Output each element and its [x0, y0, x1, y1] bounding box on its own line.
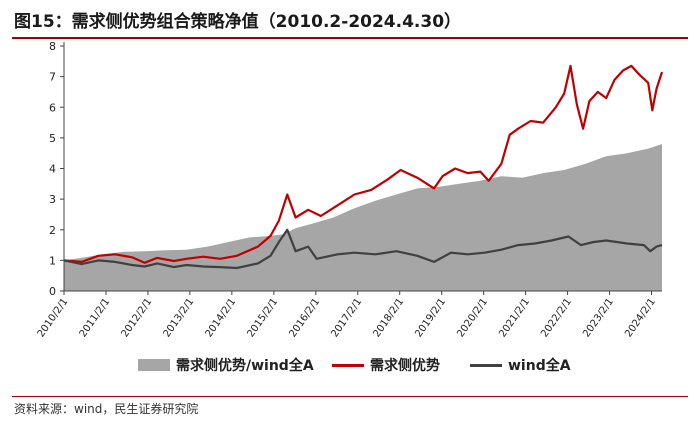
x-tick-label-14: 2024/2/1 — [623, 296, 658, 339]
legend-item-strategy: 需求侧优势 — [332, 355, 440, 375]
legend-item-area: 需求侧优势/wind全A — [138, 355, 314, 375]
x-tick-label-9: 2019/2/1 — [413, 296, 448, 339]
x-tick-label-6: 2016/2/1 — [287, 296, 322, 339]
x-tick-label-4: 2014/2/1 — [204, 296, 239, 339]
x-tick-label-12: 2022/2/1 — [539, 296, 574, 339]
legend-swatch-area — [138, 359, 170, 371]
legend-swatch-benchmark — [470, 363, 502, 367]
y-tick-label-1: 1 — [49, 254, 56, 267]
x-tick-label-7: 2017/2/1 — [329, 296, 364, 339]
legend: 需求侧优势/wind全A 需求侧优势 wind全A — [0, 355, 700, 379]
legend-label-strategy: 需求侧优势 — [370, 358, 440, 374]
x-tick-label-1: 2011/2/1 — [78, 296, 113, 339]
figure-title: 图15：需求侧优势组合策略净值（2010.2-2024.4.30） — [14, 12, 462, 32]
x-tick-label-8: 2018/2/1 — [371, 296, 406, 339]
y-tick-label-6: 6 — [49, 101, 56, 114]
legend-label-benchmark: wind全A — [508, 358, 571, 374]
title-rule — [12, 37, 688, 39]
legend-label-area: 需求侧优势/wind全A — [176, 358, 314, 374]
y-tick-label-5: 5 — [49, 132, 56, 145]
x-tick-label-10: 2020/2/1 — [455, 296, 490, 339]
source-note: 资料来源：wind，民生证券研究院 — [14, 402, 199, 416]
chart: 0 1 2 3 4 5 6 7 8 2010/2/1 2011/2/1 2012/2/1 2013/2/… — [36, 40, 664, 340]
x-tick-label-5: 2015/2/1 — [246, 296, 281, 339]
y-tick-label-0: 0 — [49, 285, 56, 298]
y-tick-label-7: 7 — [49, 71, 56, 84]
source-rule — [12, 396, 688, 397]
y-tick-label-8: 8 — [49, 40, 56, 53]
x-tick-label-2: 2012/2/1 — [120, 296, 155, 339]
plot-layer — [63, 64, 664, 291]
y-tick-label-3: 3 — [49, 193, 56, 206]
x-tick-label-13: 2023/2/1 — [581, 296, 616, 339]
series-line-2 — [63, 228, 663, 270]
x-tick-label-3: 2013/2/1 — [162, 296, 197, 339]
legend-swatch-strategy — [332, 363, 364, 367]
series-line-1 — [63, 64, 664, 264]
x-tick-label-0: 2010/2/1 — [36, 296, 71, 339]
y-tick-label-4: 4 — [49, 163, 56, 176]
legend-item-benchmark: wind全A — [470, 355, 571, 375]
x-tick-label-11: 2021/2/1 — [497, 296, 532, 339]
series-area-0 — [64, 144, 662, 291]
y-tick-label-2: 2 — [49, 224, 56, 237]
